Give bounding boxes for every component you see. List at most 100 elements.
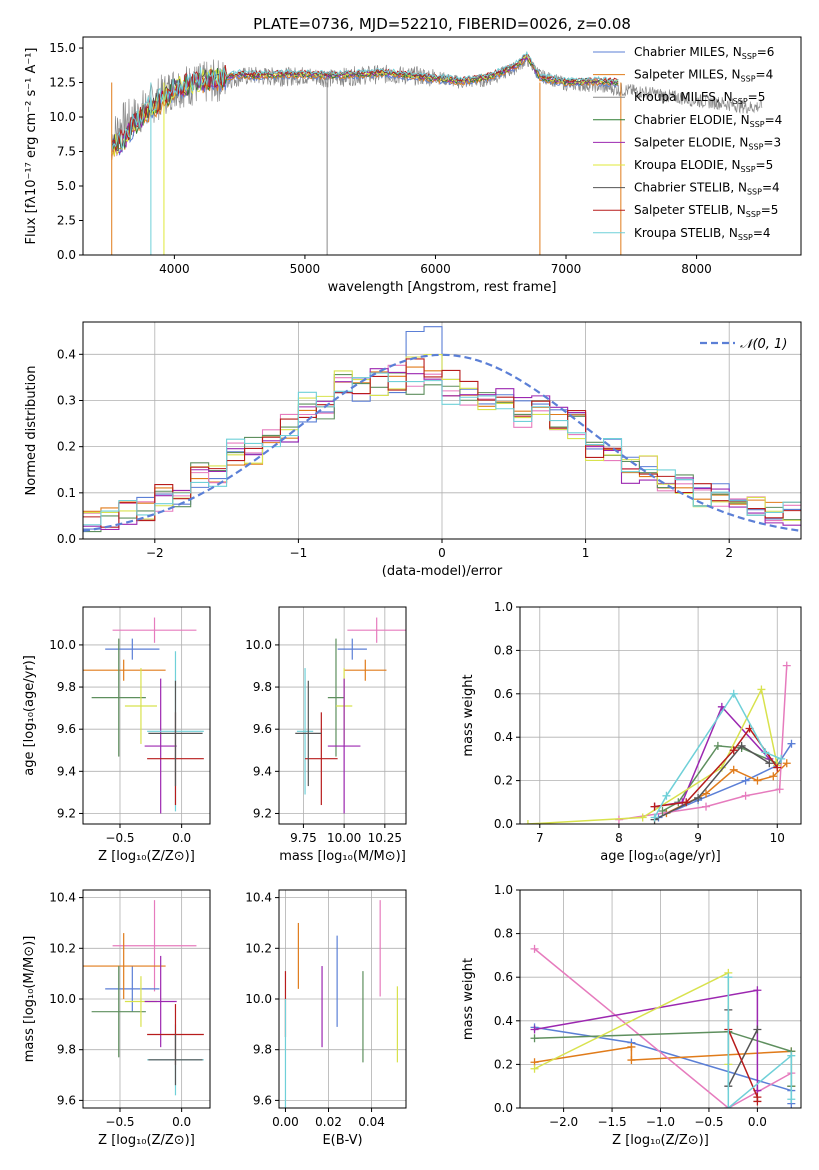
errorbar-point	[296, 668, 314, 795]
errorbar-point	[83, 659, 166, 681]
plus-marker	[753, 986, 762, 995]
plus-marker	[753, 1097, 762, 1106]
y-tick-label: 0.8	[494, 643, 513, 657]
y-tick-label: 7.5	[57, 145, 76, 159]
x-axis-label: E(B-V)	[322, 1133, 362, 1148]
axes-frame-3: 9.75 10.00 10.25 9.2 9.4 9.6 9.8 10.0 mass [log₁…	[245, 606, 407, 864]
plus-marker	[729, 765, 738, 774]
y-tick-label: 0.6	[494, 687, 513, 701]
x-tick-label: 10.25	[368, 831, 402, 845]
axes-frame-6: 0.00 0.02 0.04 9.6 9.8 10.0 10.2 10.4 E(B-V)	[245, 889, 407, 1148]
spectrum-lines	[111, 50, 763, 255]
x-tick-label: 7000	[551, 262, 582, 276]
gaussian-curve	[83, 353, 801, 532]
plus-marker	[777, 754, 786, 763]
y-tick-label: 5.0	[57, 179, 76, 193]
x-tick-label: 2	[725, 546, 733, 560]
y-tick-label: 0.4	[494, 1014, 513, 1028]
panel-6	[279, 890, 406, 1108]
y-tick-label: 0.0	[494, 817, 513, 831]
y-tick-label: 1.0	[494, 883, 513, 897]
errorbars	[295, 617, 406, 814]
y-tick-label: 9.6	[253, 1093, 272, 1107]
y-tick-label: 0.2	[494, 1057, 513, 1071]
y-tick-label: 9.6	[57, 1093, 76, 1107]
y-tick-label: 1.0	[494, 600, 513, 614]
x-tick-label: 0	[438, 546, 446, 560]
legend-label: Chabrier STELIB, NSSP=4	[634, 181, 780, 197]
panel-3	[279, 607, 406, 824]
legend-label: Chabrier ELODIE, NSSP=4	[634, 113, 782, 129]
mass-weight-lines	[530, 944, 796, 1108]
legend-label: Kroupa STELIB, NSSP=4	[634, 226, 771, 242]
weight-line	[727, 977, 793, 1108]
x-tick-label: 7	[536, 831, 544, 845]
y-axis-label: Flux [fλ10⁻¹⁷ erg cm⁻² s⁻¹ A⁻¹]	[24, 48, 39, 245]
y-axis-label: Normed distribution	[24, 366, 39, 496]
x-tick-label: 1	[582, 546, 590, 560]
panel-4	[520, 606, 801, 825]
legend-label: Salpeter MILES, NSSP=4	[634, 68, 773, 84]
y-tick-label: 10.2	[49, 941, 76, 955]
histogram-legend: 𝒩(0, 1)	[700, 337, 787, 352]
y-tick-label: 9.4	[57, 764, 76, 778]
plus-marker	[724, 1104, 733, 1108]
weight-line	[662, 745, 778, 812]
plus-marker	[702, 789, 711, 798]
y-tick-label: 10.0	[49, 638, 76, 652]
weight-line	[534, 948, 792, 1108]
plus-marker	[741, 776, 750, 785]
plus-marker	[765, 759, 774, 768]
weight-line	[654, 705, 770, 808]
y-tick-label: 9.8	[57, 680, 76, 694]
plus-marker	[627, 1056, 636, 1065]
x-axis-label: Z [log₁₀(Z/Z⊙)]	[612, 1133, 709, 1148]
plus-marker	[530, 1025, 539, 1034]
plus-marker	[682, 798, 691, 807]
x-axis-label: mass [log₁₀(M/M⊙)]	[279, 849, 406, 864]
axes-border	[519, 606, 802, 825]
x-tick-label: 9.75	[290, 831, 317, 845]
errorbar-point	[112, 900, 197, 992]
errorbar-point	[112, 617, 197, 643]
plus-marker	[724, 973, 733, 982]
y-tick-label: 10.0	[245, 992, 272, 1006]
errorbar-point	[105, 638, 160, 660]
errorbar-point	[91, 638, 146, 757]
weight-line	[653, 692, 782, 818]
errorbar-point	[347, 617, 406, 643]
x-tick-label: 0.0	[172, 831, 191, 845]
plus-marker	[530, 1064, 539, 1073]
errorbars	[83, 617, 204, 814]
y-tick-label: 9.2	[253, 806, 272, 820]
plus-marker	[523, 820, 532, 824]
x-tick-label: 4000	[159, 262, 190, 276]
x-tick-label: 10.00	[327, 831, 361, 845]
errorbar-point	[148, 680, 203, 787]
errorbar-point	[344, 659, 387, 681]
panel-7	[520, 889, 801, 1109]
x-tick-label: 0.00	[272, 1115, 299, 1129]
plus-marker	[650, 813, 659, 822]
model-spectrum	[111, 55, 619, 160]
plus-marker	[782, 759, 791, 768]
weight-line	[727, 1029, 759, 1102]
errorbar-point	[124, 668, 157, 744]
plus-marker	[787, 739, 796, 748]
errorbar-point	[295, 680, 322, 787]
plus-marker	[787, 1051, 796, 1060]
y-axis-label: mass weight	[461, 674, 476, 756]
plus-marker	[662, 791, 671, 800]
x-axis-label: wavelength [Angstrom, rest frame]	[328, 280, 557, 295]
x-tick-label: 6000	[420, 262, 451, 276]
y-tick-label: 9.6	[253, 722, 272, 736]
plus-marker	[737, 741, 746, 750]
x-tick-label: 0.0	[172, 1115, 191, 1129]
plus-marker	[729, 689, 738, 698]
errorbar-point	[91, 966, 146, 1058]
y-tick-label: 0.4	[494, 730, 513, 744]
x-tick-label: 0.04	[358, 1115, 385, 1129]
plus-marker	[782, 661, 791, 670]
y-tick-label: 9.2	[57, 806, 76, 820]
